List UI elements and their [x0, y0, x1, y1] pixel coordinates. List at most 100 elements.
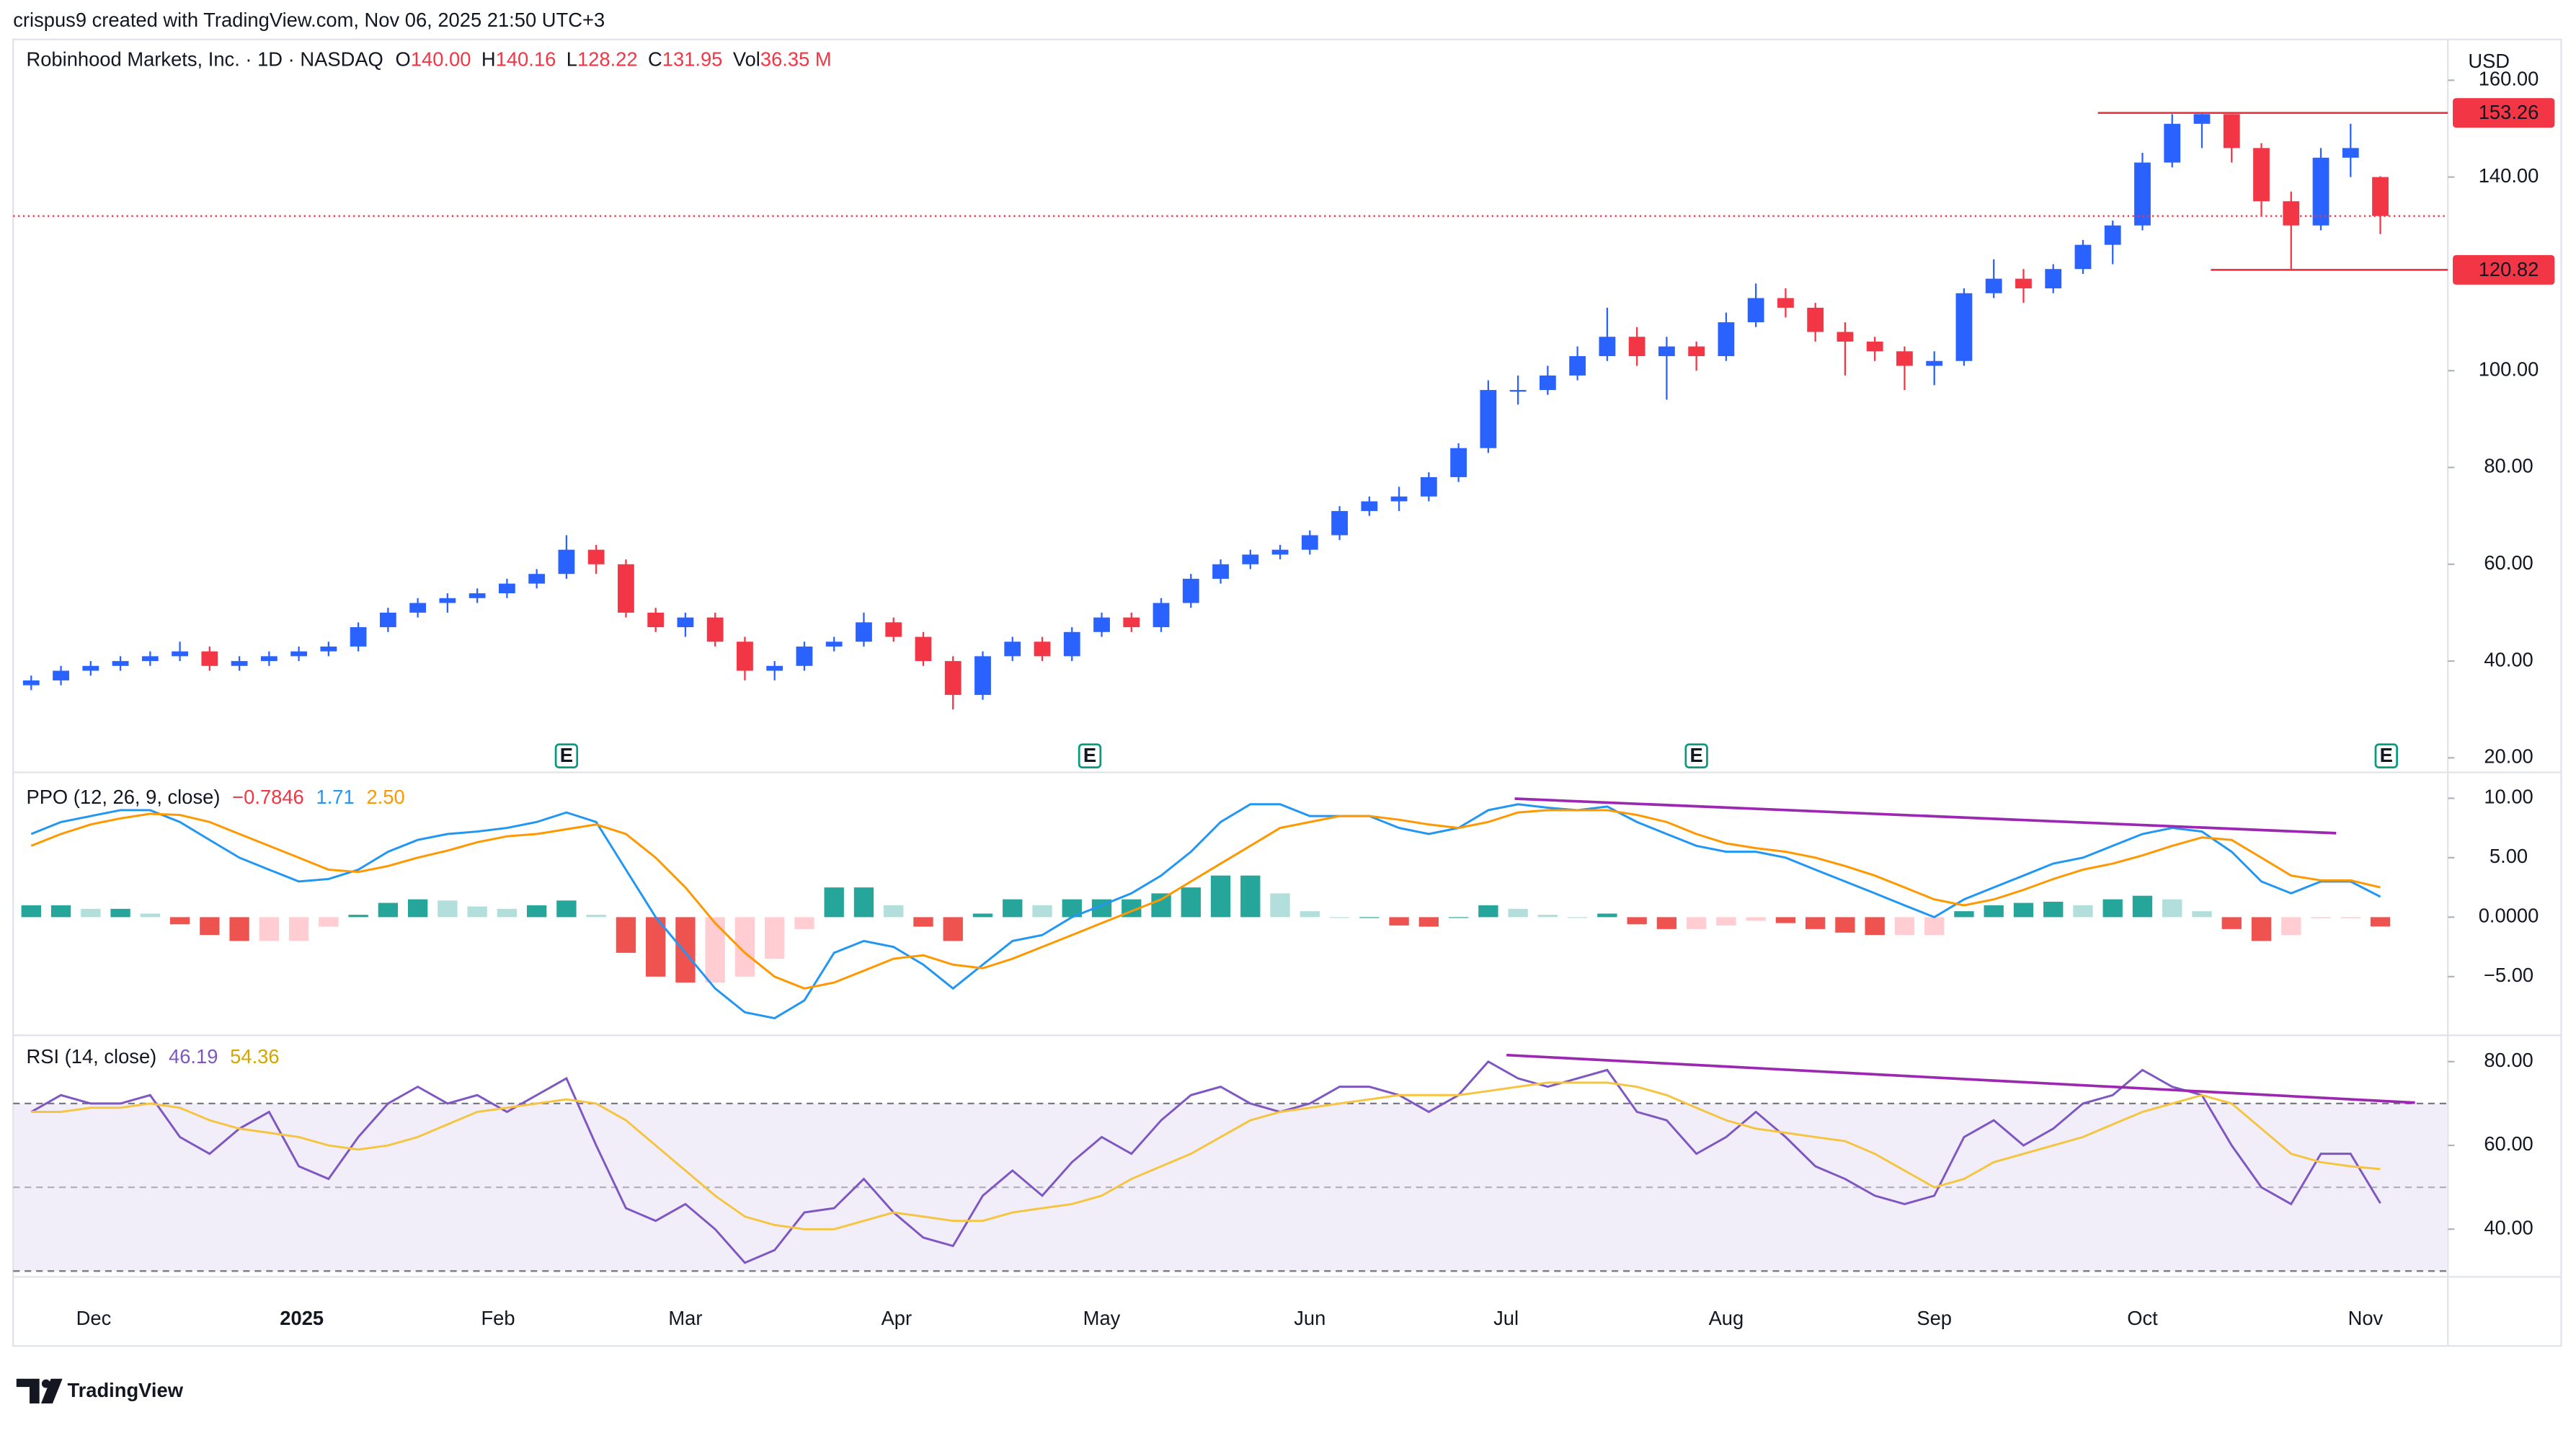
histogram-bar [1240, 875, 1261, 918]
indicator-title: PPO (12, 26, 9, close) [26, 786, 220, 808]
histogram-bar [1984, 905, 2004, 918]
candle-body [974, 656, 991, 696]
histogram-bar [2162, 899, 2182, 918]
histogram-bar [438, 900, 458, 918]
histogram-bar [1805, 917, 1826, 929]
histogram-bar [1478, 905, 1498, 918]
indicator-title: RSI (14, close) [26, 1045, 156, 1068]
candle-body [528, 574, 546, 584]
candle-body [1301, 535, 1318, 550]
histogram-bar [2251, 917, 2272, 941]
histogram-bar [200, 917, 220, 936]
histogram-bar [497, 908, 518, 918]
y-tick-label: 60.00 [2484, 1132, 2533, 1155]
candle-body [2104, 225, 2121, 245]
legend-value: 128.22 [577, 48, 638, 71]
candle-body [439, 598, 456, 603]
histogram-bar [943, 917, 963, 941]
candle-body [141, 656, 159, 662]
candle-body [1004, 642, 1021, 657]
earnings-marker [554, 743, 579, 769]
candle-body [260, 656, 277, 662]
histogram-bar [348, 915, 368, 918]
candle-body [53, 670, 69, 680]
candle-body [915, 636, 932, 662]
histogram-bar [1151, 893, 1171, 918]
candle-body [1152, 603, 1170, 628]
histogram-bar [1270, 893, 1290, 918]
divergence-line [1506, 1053, 2415, 1104]
histogram-bar [467, 906, 487, 918]
earnings-marker [1078, 743, 1102, 769]
histogram-bar [1508, 908, 1528, 918]
histogram-bar [319, 917, 339, 927]
legend-value: 1.71 [316, 786, 355, 808]
candle-body [2372, 177, 2389, 216]
histogram-bar [2311, 917, 2331, 919]
histogram-bar [824, 887, 844, 918]
candle-body [350, 627, 367, 647]
x-tick-label: Feb [481, 1307, 515, 1329]
histogram-bar [884, 905, 904, 918]
candle-body [499, 583, 515, 594]
legend-value: 54.36 [230, 1045, 279, 1068]
legend-value: −0.7846 [232, 786, 304, 808]
candle-body [1242, 554, 1259, 564]
x-tick-label: Sep [1917, 1307, 1952, 1329]
candle-body [2045, 269, 2062, 289]
candles [22, 112, 2389, 710]
candle-body [885, 622, 902, 637]
divergence-line [1514, 797, 2337, 835]
y-tick-label: 40.00 [2484, 1216, 2533, 1238]
rsi-legend: RSI (14, close) 46.19 54.36 [26, 1045, 279, 1068]
x-tick-label: 2025 [280, 1307, 324, 1329]
histogram-bar [853, 887, 874, 918]
candle-body [2253, 148, 2270, 202]
histogram-bar [407, 899, 428, 918]
earnings-label: E [1690, 744, 1703, 766]
ppo-legend: PPO (12, 26, 9, close) −0.7846 1.71 2.50 [26, 786, 404, 808]
candle-body [1688, 346, 1705, 357]
candle-body [1123, 617, 1140, 628]
candle-body [1955, 293, 1973, 361]
candle-body [558, 549, 575, 574]
earnings-label: E [2380, 744, 2393, 766]
histogram-bar [1775, 917, 1796, 923]
legend-key: Vol [733, 48, 760, 71]
candle-body [1599, 337, 1616, 357]
candle-body [201, 651, 218, 666]
histogram-bar [140, 913, 161, 918]
candle-body [2134, 162, 2151, 226]
candle-body [1866, 341, 1883, 352]
histogram-bar [526, 905, 547, 918]
x-tick-label: Aug [1709, 1307, 1744, 1329]
candle-body [737, 642, 753, 671]
y-tick-label: 5.00 [2490, 845, 2528, 867]
histogram-bar [1716, 917, 1736, 926]
histogram-bar [556, 900, 577, 918]
legend-key: C [648, 48, 662, 71]
histogram-bar [1300, 911, 1320, 918]
y-tick-label: 160.00 [2479, 68, 2539, 90]
histogram-bar [1894, 917, 1915, 936]
histogram-bar [1835, 917, 1855, 933]
candle-body [1331, 510, 1348, 536]
candle-body [468, 593, 486, 598]
candle-body [1569, 356, 1586, 376]
y-tick-label: 100.00 [2479, 358, 2539, 380]
x-tick-label: May [1083, 1307, 1121, 1329]
x-tick-label: Nov [2348, 1307, 2384, 1329]
level-label: 153.26 [2479, 101, 2539, 123]
candle-body [1718, 322, 1735, 357]
candle-body [1361, 501, 1378, 511]
y-tick-label: 20.00 [2484, 745, 2533, 768]
histogram-bar [2281, 917, 2301, 936]
indicator-line [31, 1081, 2381, 1230]
histogram-bar [2043, 901, 2064, 918]
earnings-marker [1684, 743, 1708, 769]
histogram-bar [1329, 917, 1350, 918]
candle-body [1390, 496, 1408, 502]
brand: TradingView [67, 1379, 183, 1401]
candle-body [1658, 346, 1675, 357]
histogram-bar [1003, 899, 1023, 918]
